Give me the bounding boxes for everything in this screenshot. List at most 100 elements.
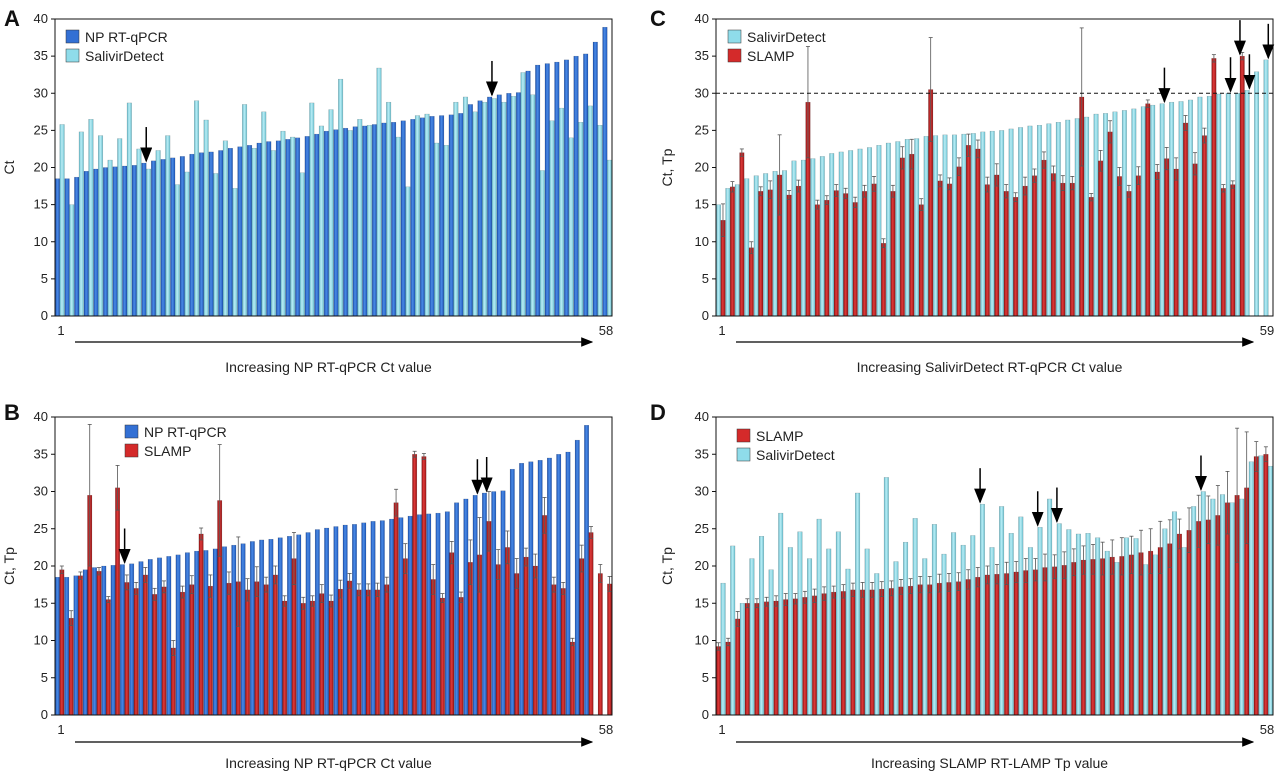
bar-slamp bbox=[579, 558, 585, 716]
bar-salivirdetect bbox=[759, 536, 765, 716]
bar-salivirdetect bbox=[931, 524, 937, 716]
legend-swatch bbox=[65, 29, 80, 44]
bar-salivirdetect bbox=[797, 531, 803, 716]
bar-np-rt-qpcr bbox=[212, 548, 218, 716]
bar-slamp bbox=[542, 515, 548, 716]
bar-salivirdetect bbox=[1219, 494, 1225, 716]
bar-slamp bbox=[1100, 558, 1106, 716]
legend-swatch bbox=[124, 424, 139, 439]
bar-salivirdetect bbox=[912, 518, 918, 716]
bar-slamp bbox=[1119, 556, 1125, 716]
y-tick-label: 35 bbox=[695, 48, 709, 63]
bar-np-rt-qpcr bbox=[525, 70, 531, 317]
bar-slamp bbox=[597, 573, 603, 716]
bar-np-rt-qpcr bbox=[472, 495, 478, 716]
bar-salivirdetect bbox=[941, 553, 947, 716]
legend-swatch bbox=[124, 443, 139, 458]
bar-salivirdetect bbox=[744, 178, 750, 317]
bar-salivirdetect bbox=[720, 582, 726, 716]
bar-slamp bbox=[1126, 191, 1132, 317]
bar-salivirdetect bbox=[1178, 101, 1184, 317]
bar-slamp bbox=[68, 617, 74, 716]
bar-slamp bbox=[965, 579, 971, 716]
bar-salivirdetect bbox=[59, 124, 65, 317]
bar-salivirdetect bbox=[299, 172, 305, 317]
y-tick-label: 30 bbox=[34, 484, 48, 499]
bars bbox=[715, 27, 1269, 317]
bar-slamp bbox=[758, 191, 764, 317]
bar-salivirdetect bbox=[1239, 498, 1245, 716]
bar-salivirdetect bbox=[1225, 93, 1231, 317]
bar-np-rt-qpcr bbox=[554, 61, 560, 317]
bar-slamp bbox=[347, 580, 353, 716]
bar-np-rt-qpcr bbox=[184, 552, 190, 716]
bar-salivirdetect bbox=[791, 160, 797, 317]
bar-np-rt-qpcr bbox=[131, 165, 137, 317]
bar-salivirdetect bbox=[1159, 103, 1165, 317]
bar-salivirdetect bbox=[1103, 113, 1108, 317]
legend-label: SalivirDetect bbox=[756, 447, 835, 463]
bar-np-rt-qpcr bbox=[515, 92, 521, 317]
bar-salivirdetect bbox=[1254, 71, 1260, 317]
bar-salivirdetect bbox=[587, 105, 593, 317]
bar-slamp bbox=[365, 589, 371, 716]
bar-np-rt-qpcr bbox=[314, 529, 320, 716]
x-axis-label: Increasing SalivirDetect RT-qPCR Ct valu… bbox=[857, 359, 1123, 375]
y-tick-label: 15 bbox=[695, 595, 709, 610]
bar-salivirdetect bbox=[1123, 537, 1129, 716]
bar-slamp bbox=[796, 185, 801, 317]
bar-salivirdetect bbox=[923, 136, 929, 317]
bar-np-rt-qpcr bbox=[435, 512, 441, 716]
bar-slamp bbox=[495, 564, 501, 716]
bar-np-rt-qpcr bbox=[129, 563, 135, 716]
bar-salivirdetect bbox=[1114, 562, 1120, 716]
x-end-label: 58 bbox=[599, 722, 613, 737]
bar-salivirdetect bbox=[242, 104, 248, 317]
bar-salivirdetect bbox=[1210, 498, 1216, 716]
bar-slamp bbox=[430, 579, 436, 716]
bar-np-rt-qpcr bbox=[426, 513, 432, 716]
bar-salivirdetect bbox=[1018, 127, 1024, 317]
bar-slamp bbox=[947, 183, 953, 317]
bar-slamp bbox=[1192, 163, 1198, 317]
bar-slamp bbox=[888, 588, 894, 716]
bar-np-rt-qpcr bbox=[454, 502, 460, 716]
bar-slamp bbox=[802, 597, 808, 716]
bar-np-rt-qpcr bbox=[295, 137, 301, 317]
bar-salivirdetect bbox=[867, 147, 872, 317]
bar-salivirdetect bbox=[1188, 99, 1193, 317]
bar-slamp bbox=[319, 593, 325, 716]
bar-np-rt-qpcr bbox=[166, 556, 172, 716]
bar-salivirdetect bbox=[1121, 110, 1127, 317]
bar-salivirdetect bbox=[434, 142, 440, 317]
bar-np-rt-qpcr bbox=[410, 119, 416, 317]
bar-slamp bbox=[105, 599, 111, 716]
bar-np-rt-qpcr bbox=[487, 96, 493, 317]
bar-slamp bbox=[1071, 562, 1077, 716]
bar-salivirdetect bbox=[1074, 118, 1080, 317]
bar-slamp bbox=[843, 193, 849, 317]
bar-np-rt-qpcr bbox=[227, 147, 233, 317]
y-tick-label: 40 bbox=[34, 11, 48, 26]
bar-salivirdetect bbox=[1181, 547, 1187, 716]
bar-salivirdetect bbox=[443, 145, 449, 317]
bar-slamp bbox=[1205, 519, 1211, 716]
bar-np-rt-qpcr bbox=[54, 178, 60, 317]
bar-np-rt-qpcr bbox=[103, 167, 109, 317]
bar-slamp bbox=[821, 593, 827, 716]
bar-salivirdetect bbox=[1133, 538, 1139, 716]
bar-slamp bbox=[142, 574, 148, 716]
bar-salivirdetect bbox=[386, 101, 392, 317]
bar-np-rt-qpcr bbox=[222, 546, 227, 716]
bar-np-rt-qpcr bbox=[342, 524, 348, 716]
bar-salivirdetect bbox=[1084, 116, 1090, 317]
x-start-label: 1 bbox=[57, 323, 64, 338]
bar-salivirdetect bbox=[366, 124, 372, 317]
legend-swatch bbox=[727, 29, 742, 44]
bar-np-rt-qpcr bbox=[112, 166, 118, 317]
bar-np-rt-qpcr bbox=[407, 515, 413, 716]
x-axis-label: Increasing NP RT-qPCR Ct value bbox=[225, 755, 432, 771]
bar-slamp bbox=[754, 603, 760, 716]
bar-np-rt-qpcr bbox=[491, 491, 497, 716]
